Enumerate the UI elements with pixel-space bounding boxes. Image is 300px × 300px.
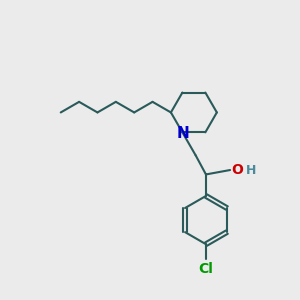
- Text: Cl: Cl: [199, 262, 213, 276]
- Text: N: N: [177, 126, 189, 141]
- Text: H: H: [245, 164, 256, 176]
- Text: O: O: [231, 163, 243, 177]
